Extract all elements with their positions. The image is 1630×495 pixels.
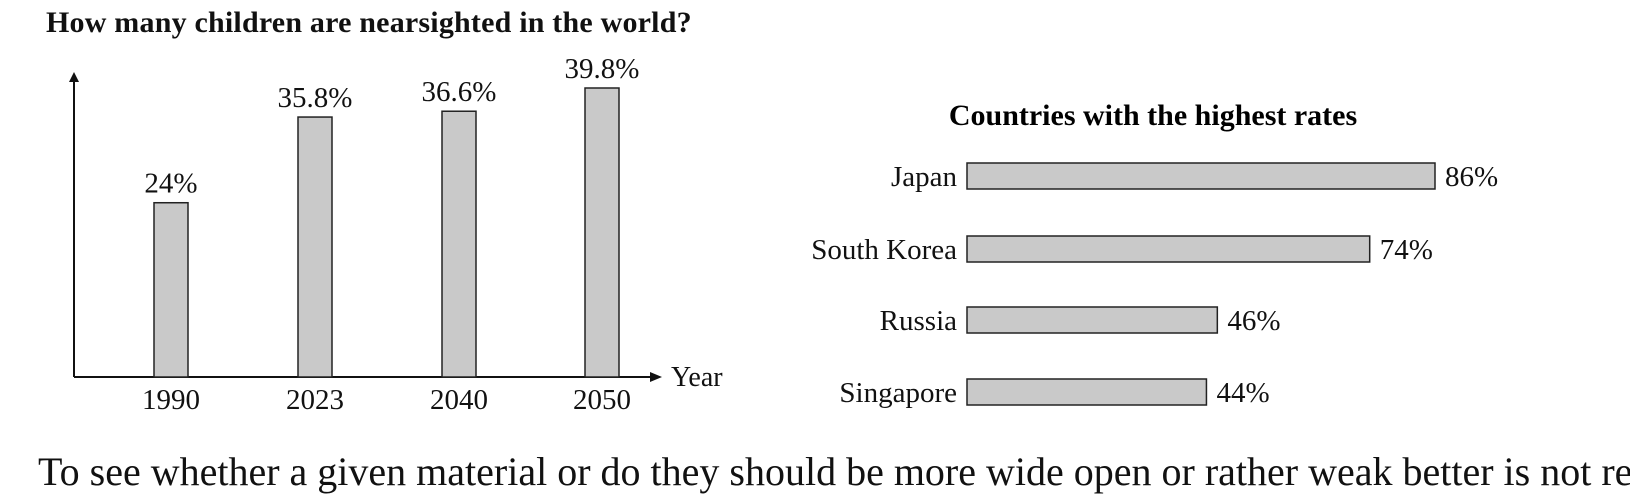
data-label: 36.6% [422,76,497,108]
data-label: 39.8% [565,53,640,85]
bar-russia [966,306,1219,334]
x-tick-label: 2040 [430,384,488,416]
bar-japan [966,162,1436,190]
x-tick-label: 2050 [573,384,631,416]
bar-2040 [441,110,477,378]
category-label: Russia [880,305,957,337]
category-label: Singapore [839,377,957,409]
data-label: 86% [1445,161,1498,193]
x-tick-label: 1990 [142,384,200,416]
chart-title: Countries with the highest rates [949,99,1357,132]
bar-singapore [966,378,1208,406]
bar-2050 [584,87,620,378]
data-label: 44% [1216,377,1269,409]
page-title: How many children are nearsighted in the… [46,6,692,39]
data-label: 46% [1227,305,1280,337]
y-axis-arrow [69,72,79,82]
category-label: Japan [891,161,958,193]
category-label: South Korea [811,234,957,266]
country-bar-chart: Countries with the highest rates Japan 86… [811,99,1498,409]
x-tick-label: 2023 [286,384,344,416]
yearly-bar-chart: Year 24% 1990 35.8% 2023 36.6% 2040 39.8% 2050 [69,53,723,416]
data-label: 24% [144,168,197,200]
data-label: 74% [1380,234,1433,266]
bar-south-korea [966,235,1371,263]
x-axis-arrow [650,372,662,382]
x-axis-label: Year [671,362,723,393]
cutoff-body-text: To see whether a given material or do th… [38,449,1630,494]
bar-2023 [297,116,333,378]
bar-1990 [153,201,189,378]
data-label: 35.8% [278,82,353,114]
